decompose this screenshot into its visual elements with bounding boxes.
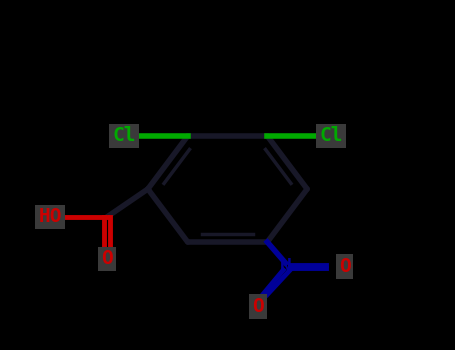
Text: Cl: Cl (319, 126, 343, 146)
Text: O: O (253, 297, 264, 316)
Text: HO: HO (38, 208, 62, 226)
Text: O: O (101, 250, 113, 268)
Text: Cl: Cl (112, 126, 136, 146)
Text: N: N (280, 257, 291, 276)
Text: O: O (339, 257, 350, 276)
